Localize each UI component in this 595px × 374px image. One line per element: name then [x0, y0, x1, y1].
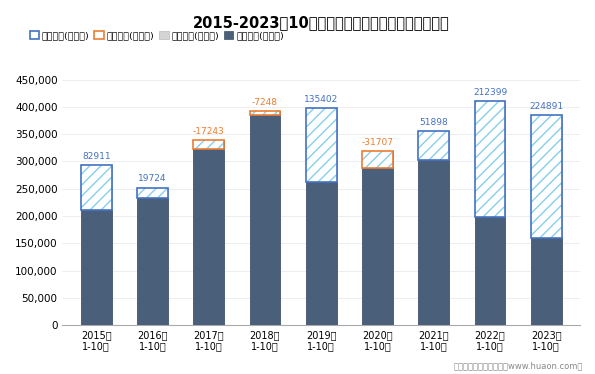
Bar: [249, 115, 280, 325]
Bar: [137, 198, 168, 325]
FancyBboxPatch shape: [249, 111, 280, 115]
Text: 19724: 19724: [138, 174, 167, 183]
Text: 212399: 212399: [473, 88, 507, 97]
Text: 51898: 51898: [419, 118, 448, 127]
Title: 2015-2023年10月湖南省外商投资企业进出口差额图: 2015-2023年10月湖南省外商投资企业进出口差额图: [193, 15, 450, 30]
Bar: [306, 108, 337, 325]
Bar: [362, 151, 393, 325]
FancyBboxPatch shape: [81, 165, 112, 211]
Bar: [475, 101, 506, 325]
FancyBboxPatch shape: [531, 115, 562, 238]
Bar: [137, 188, 168, 325]
FancyBboxPatch shape: [306, 108, 337, 182]
Bar: [193, 140, 224, 325]
Bar: [81, 211, 112, 325]
Bar: [475, 217, 506, 325]
Legend: 贸易顺差(万美元), 贸易逆差(万美元), 出口总额(万美元), 进口总额(万美元): 贸易顺差(万美元), 贸易逆差(万美元), 出口总额(万美元), 进口总额(万美…: [26, 27, 287, 44]
Text: -7248: -7248: [252, 98, 278, 107]
Bar: [531, 238, 562, 325]
FancyBboxPatch shape: [137, 188, 168, 198]
Text: 82911: 82911: [82, 152, 111, 161]
FancyBboxPatch shape: [418, 131, 449, 160]
FancyBboxPatch shape: [193, 140, 224, 149]
FancyBboxPatch shape: [362, 151, 393, 169]
Text: -17243: -17243: [193, 127, 225, 136]
Text: -31707: -31707: [362, 138, 393, 147]
Bar: [306, 182, 337, 325]
Bar: [193, 149, 224, 325]
Text: 制图：华经产业研究院（www.huaon.com）: 制图：华经产业研究院（www.huaon.com）: [454, 361, 583, 370]
Text: 224891: 224891: [529, 102, 563, 111]
FancyBboxPatch shape: [475, 101, 506, 217]
Text: 135402: 135402: [304, 95, 339, 104]
Bar: [249, 111, 280, 325]
Bar: [418, 131, 449, 325]
Bar: [418, 160, 449, 325]
Bar: [81, 165, 112, 325]
Bar: [362, 169, 393, 325]
Bar: [531, 115, 562, 325]
